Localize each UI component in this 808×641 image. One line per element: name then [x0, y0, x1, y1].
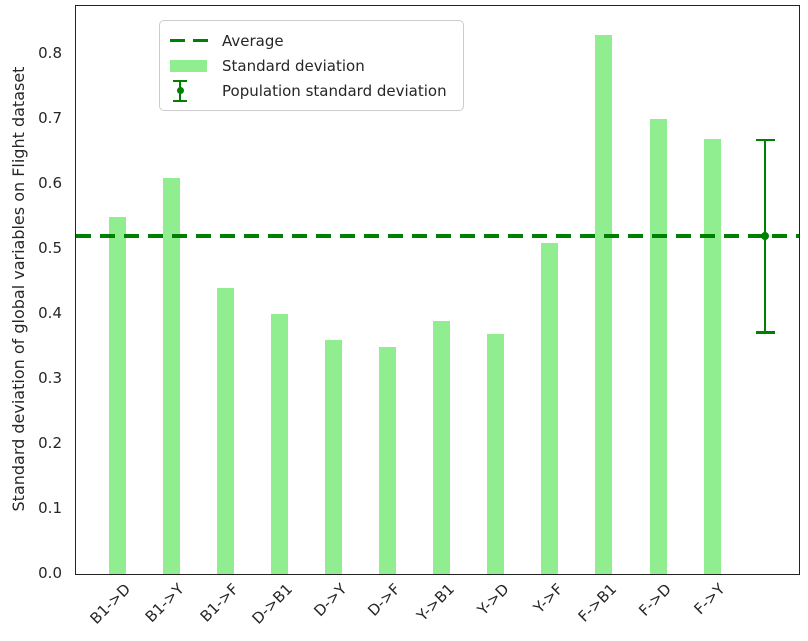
bar-D->Y [324, 340, 342, 574]
y-tick-label: 0.3 [38, 369, 62, 388]
x-tick-label: B1->Y [141, 580, 188, 626]
x-tick-label: F->D [635, 580, 675, 620]
x-tick-label: F->Y [690, 580, 729, 619]
legend-row-population-std: Population standard deviation [170, 78, 447, 103]
legend-label-average: Average [222, 31, 284, 50]
y-tick-label: 0.5 [38, 239, 62, 258]
y-tick-label: 0.2 [38, 434, 62, 453]
bar-B1->F [216, 288, 234, 574]
bar-D->B1 [270, 314, 288, 574]
y-tick-label: 0.6 [38, 174, 62, 193]
legend: Average Standard deviation Population st… [159, 20, 464, 111]
y-tick-label: 0.4 [38, 304, 62, 323]
x-tick-label: Y->F [529, 580, 567, 617]
x-tick-label: Y->D [473, 580, 513, 619]
bar-F->B1 [595, 34, 613, 574]
plot-area: Average Standard deviation Population st… [75, 5, 800, 575]
bar-Y->B1 [433, 320, 451, 574]
errorbar-cap-top [755, 138, 775, 142]
x-tick-label: D->B1 [248, 580, 297, 628]
bar-F->Y [703, 138, 721, 574]
bar-F->D [649, 119, 667, 574]
bar-glyph [170, 59, 210, 72]
y-tick-label: 0.0 [38, 564, 62, 582]
bar-B1->D [108, 216, 126, 574]
x-tick-label: B1->F [196, 580, 242, 626]
bar-Y->D [487, 333, 505, 574]
errorbar-center-marker [761, 232, 769, 241]
average-dashed-line [76, 234, 799, 239]
x-tick-label: F->B1 [575, 580, 621, 626]
legend-label-population-std: Population standard deviation [222, 81, 447, 100]
legend-label-standard-deviation: Standard deviation [222, 56, 365, 75]
bar-B1->Y [162, 177, 180, 574]
y-tick-label: 0.8 [38, 44, 62, 63]
legend-row-standard-deviation: Standard deviation [170, 53, 447, 78]
bar-Y->F [541, 242, 559, 574]
y-tick-label: 0.7 [38, 109, 62, 128]
bar-D->F [379, 346, 396, 574]
x-tick-label: Y->B1 [413, 580, 459, 625]
legend-row-average: Average [170, 28, 447, 53]
errorbar-glyph [170, 79, 210, 102]
errorbar-cap-bottom [755, 331, 775, 334]
x-tick-label: D->Y [310, 580, 351, 621]
population-std-errorbar [755, 138, 775, 334]
x-tick-label: B1->D [86, 580, 134, 628]
dashed-line-glyph [170, 38, 210, 43]
x-tick-label: D->F [364, 580, 405, 620]
y-tick-label: 0.1 [38, 499, 62, 517]
